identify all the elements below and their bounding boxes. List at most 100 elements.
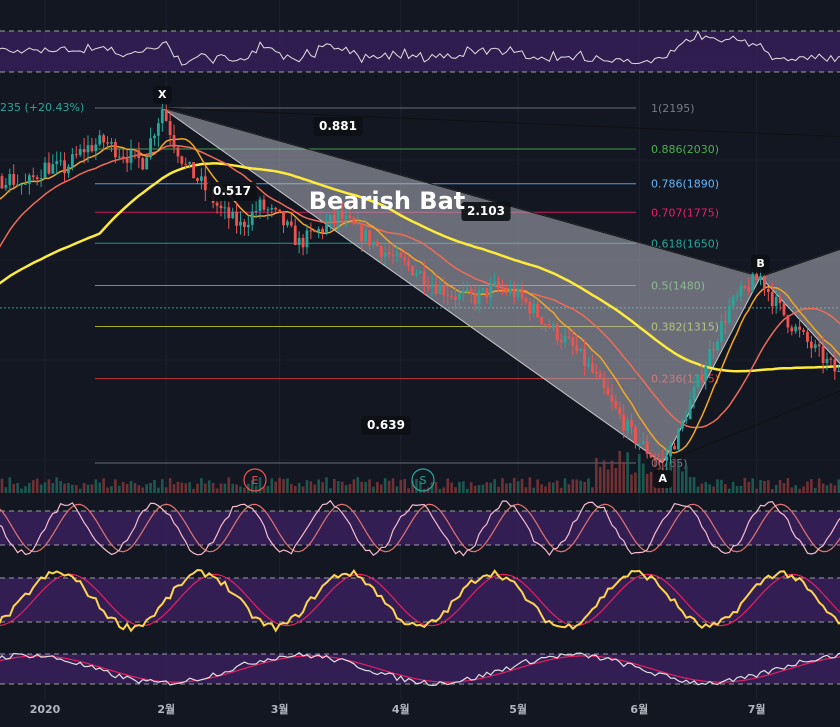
volume-bar <box>462 481 465 493</box>
volume-bar <box>481 484 485 493</box>
candle-body <box>782 303 786 316</box>
volume-bar <box>63 483 66 493</box>
volume-bar <box>524 487 528 493</box>
candle-body <box>786 315 790 328</box>
candle-body <box>446 295 450 297</box>
candle-body <box>422 271 426 286</box>
candlesticks <box>0 101 840 472</box>
candle-body <box>806 331 809 342</box>
candle-body <box>809 341 813 349</box>
volume-bar <box>817 478 821 493</box>
volume-bar <box>278 477 281 493</box>
volume-bar <box>290 483 293 493</box>
time-axis: 20202월3월4월5월6월7월8월 <box>30 702 766 716</box>
candle-body <box>325 222 328 233</box>
candle-body <box>200 176 203 181</box>
volume-bar <box>94 479 98 493</box>
candle-body <box>67 166 70 174</box>
label-bg <box>653 470 673 488</box>
volume-bar <box>383 478 387 493</box>
volume-bar <box>215 488 219 493</box>
volume-bar <box>645 473 649 493</box>
candle-body <box>0 176 4 189</box>
candle-body <box>473 293 477 304</box>
candle-body <box>188 162 192 164</box>
volume-bar <box>512 477 516 493</box>
candle-body <box>626 420 629 431</box>
candle-body <box>708 348 712 367</box>
candle-body <box>669 446 672 457</box>
volume-bar <box>751 478 755 493</box>
volume-bar <box>86 484 90 493</box>
volume-bar <box>395 486 399 493</box>
volume-bar <box>493 479 496 493</box>
volume-bar <box>235 484 238 493</box>
candle-body <box>184 163 188 165</box>
volume-bar <box>485 482 489 493</box>
volume-bar <box>528 477 532 493</box>
candle-body <box>618 407 622 415</box>
volume-bar <box>735 486 739 493</box>
volume-bar <box>696 486 700 493</box>
candle-body <box>121 156 125 159</box>
candle-body <box>696 374 700 387</box>
candle-body <box>700 374 704 381</box>
candle-body <box>133 149 137 151</box>
candle-body <box>297 237 301 245</box>
candle-body <box>739 286 743 296</box>
volume-bar <box>129 480 133 493</box>
candle-body <box>246 224 250 228</box>
volume-bar <box>563 478 567 493</box>
volume-bar <box>110 486 113 493</box>
volume-bar <box>419 480 422 493</box>
candle-body <box>43 162 47 179</box>
volume-bar <box>610 460 614 493</box>
volume-bar <box>442 487 446 493</box>
rsi-band <box>0 31 840 72</box>
ratio-label: 0.881 <box>313 117 363 136</box>
candle-body <box>203 176 207 191</box>
volume-bar <box>196 483 199 493</box>
oscillator-panes <box>0 499 840 687</box>
candle-body <box>321 228 325 233</box>
volume-bar <box>508 483 512 493</box>
candle-body <box>129 149 133 163</box>
candle-body <box>344 215 348 219</box>
volume-bar <box>630 474 633 493</box>
candle-body <box>63 160 66 174</box>
candle-body <box>78 149 82 155</box>
candle-body <box>223 207 227 209</box>
volume-bar <box>606 469 610 493</box>
volume-bar <box>614 467 618 493</box>
ratio-label-text: 0.639 <box>367 418 405 432</box>
candle-body <box>637 443 641 445</box>
ac-line <box>662 390 840 464</box>
candle-body <box>403 257 407 261</box>
candle-body <box>348 215 352 218</box>
volume-bar <box>602 460 606 493</box>
candle-body <box>688 400 692 420</box>
candle-body <box>282 211 285 226</box>
volume-bar <box>731 481 735 493</box>
candle-body <box>794 326 798 332</box>
volume-bar <box>469 482 473 493</box>
moving-averages <box>0 138 840 454</box>
candle-body <box>164 109 168 121</box>
volume-bar <box>552 482 555 493</box>
volume-bar <box>407 488 410 493</box>
candle-body <box>309 230 313 232</box>
candle-body <box>551 324 555 328</box>
volume-bar <box>157 487 160 493</box>
candle-body <box>274 207 278 210</box>
candle-body <box>106 142 109 144</box>
volume-bar <box>301 486 305 493</box>
candle-body <box>802 329 805 332</box>
volume-bar <box>548 482 551 493</box>
candle-body <box>723 321 727 323</box>
candle-body <box>258 199 262 212</box>
point-a-label-text: A <box>659 472 668 485</box>
candle-body <box>336 210 340 221</box>
candle-body <box>645 441 649 454</box>
volume-bar <box>231 483 234 493</box>
